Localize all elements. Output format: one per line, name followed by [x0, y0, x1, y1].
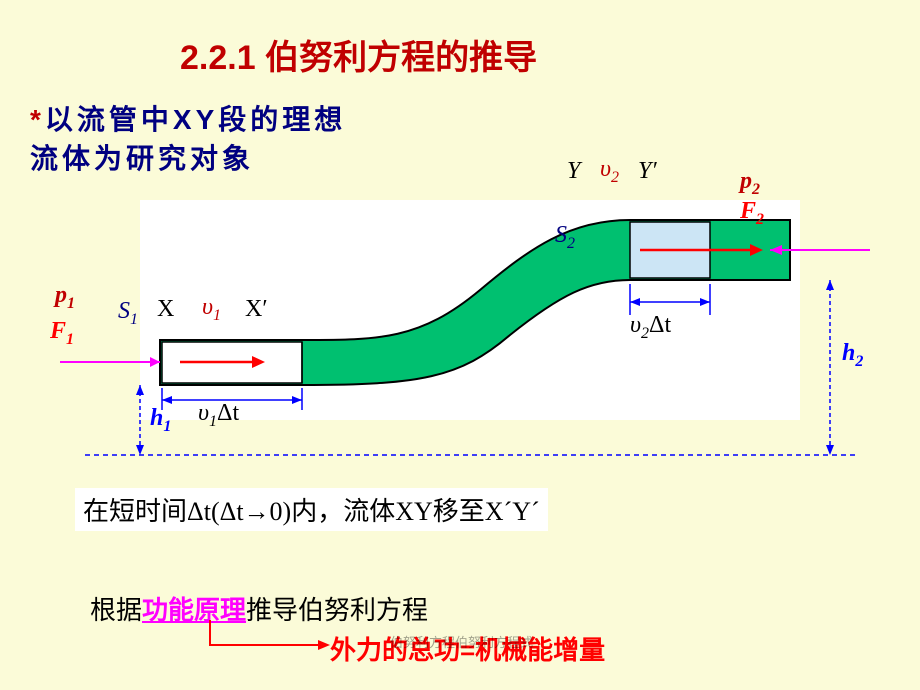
label-S1: S1 [118, 298, 138, 329]
bernoulli-diagram [0, 160, 920, 470]
label-h2: h2 [842, 340, 863, 371]
label-F1: F1 [50, 318, 74, 349]
label-F2: F2 [740, 198, 764, 229]
label-X: X [157, 296, 174, 323]
slide-title: 2.2.1 伯努利方程的推导 [180, 30, 537, 79]
intro-line1: 以流管中XY段的理想 [45, 104, 346, 135]
label-p2: p2 [740, 168, 760, 199]
label-S2: S2 [555, 222, 575, 253]
label-v1dt: υ1Δt [198, 400, 239, 431]
asterisk: * [30, 104, 45, 135]
label-v1-top: υ1 [202, 294, 221, 325]
dt-statement: 在短时间Δt(Δt→0)内，流体XY移至X´Y´ [75, 488, 548, 531]
label-Yprime: Y′ [638, 158, 657, 185]
watermark: 伯努利方程伯努利方程式 [390, 632, 533, 651]
label-v2dt: υ2Δt [630, 312, 671, 343]
label-Y: Y [567, 158, 580, 185]
label-h1: h1 [150, 405, 171, 436]
label-p1: p1 [55, 282, 75, 313]
label-v2-top: υ2 [600, 156, 619, 187]
label-Xprime: X′ [245, 296, 268, 323]
slide: 2.2.1 伯努利方程的推导 *以流管中XY段的理想 流体为研究对象 [0, 0, 920, 690]
